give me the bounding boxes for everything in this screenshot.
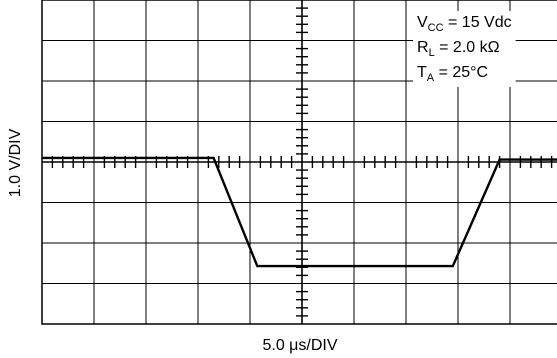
y-axis-label: 1.0 V/DIV bbox=[7, 128, 24, 197]
center-axis-ticks bbox=[51, 7, 553, 317]
plot-frame bbox=[41, 0, 557, 325]
test-conditions: VCC = 15 Vdc RL = 2.0 kΩ TA = 25°C bbox=[417, 14, 512, 84]
annotation-box bbox=[413, 11, 516, 87]
waveform-trace bbox=[42, 156, 557, 268]
graticule-grid bbox=[42, 0, 557, 324]
x-axis-label: 5.0 μs/DIV bbox=[262, 337, 337, 354]
annotation-vcc: VCC = 15 Vdc bbox=[417, 14, 512, 34]
annotation-rl: RL = 2.0 kΩ bbox=[417, 39, 500, 59]
annotation-ta: TA = 25°C bbox=[417, 64, 488, 84]
